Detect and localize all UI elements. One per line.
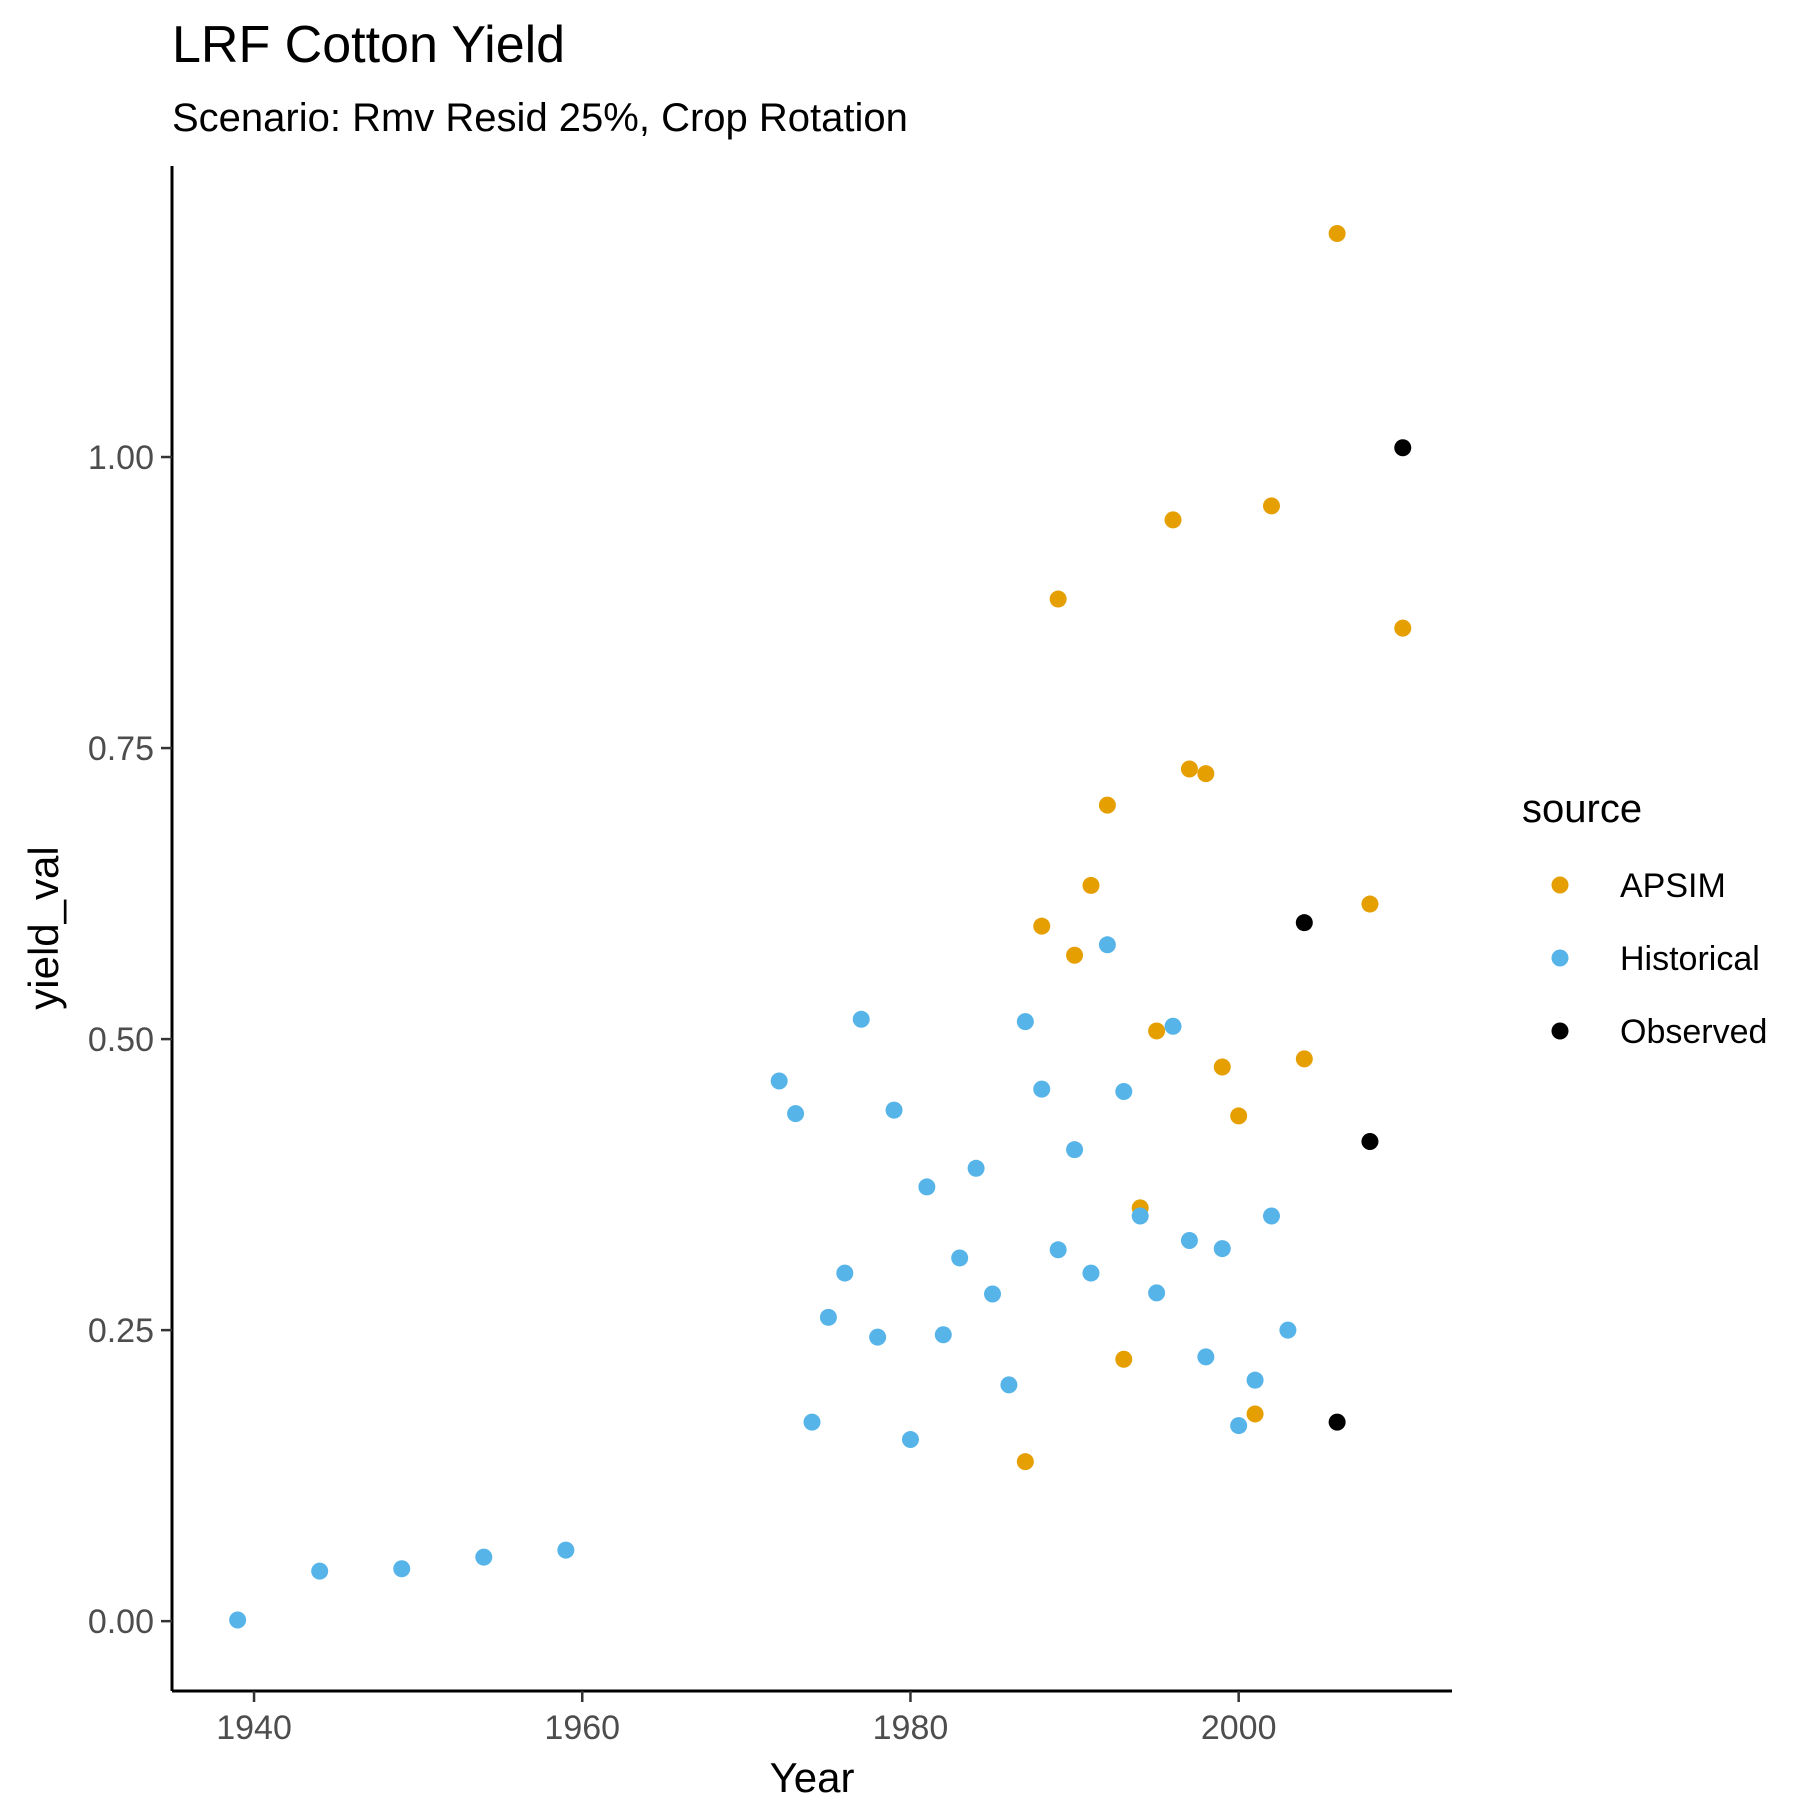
legend-items: APSIM Historical Observed	[1551, 867, 1767, 1051]
legend-label-apsim: APSIM	[1620, 867, 1726, 905]
y-tick-label: 0.00	[88, 1603, 154, 1641]
data-point-apsim	[1361, 895, 1379, 913]
data-point-historical	[770, 1072, 788, 1090]
data-point-apsim	[1033, 917, 1051, 935]
data-point-apsim	[1066, 946, 1084, 964]
data-point-apsim	[1148, 1022, 1166, 1040]
y-tick-label: 1.00	[88, 439, 154, 477]
data-point-apsim	[1016, 1453, 1034, 1471]
data-point-historical	[1049, 1241, 1067, 1259]
data-point-historical	[951, 1249, 969, 1267]
y-tick-label: 0.25	[88, 1312, 154, 1350]
data-point-historical	[885, 1101, 903, 1119]
data-point-historical	[967, 1159, 985, 1177]
data-point-historical	[1098, 936, 1116, 954]
data-point-apsim	[1394, 619, 1412, 637]
data-point-apsim	[1213, 1058, 1231, 1076]
x-axis-title: Year	[770, 1754, 855, 1800]
chart-subtitle: Scenario: Rmv Resid 25%, Crop Rotation	[172, 96, 908, 140]
data-point-historical	[1000, 1376, 1018, 1394]
data-point-historical	[557, 1541, 575, 1559]
data-point-observed	[1394, 439, 1412, 457]
data-point-apsim	[1295, 1050, 1313, 1068]
data-point-apsim	[1180, 760, 1198, 778]
y-tick-label: 0.75	[88, 730, 154, 768]
legend-key-historical	[1551, 949, 1569, 967]
legend-key-observed	[1551, 1022, 1569, 1040]
data-point-historical	[1279, 1321, 1297, 1339]
data-point-historical	[934, 1326, 952, 1344]
data-point-historical	[229, 1611, 247, 1629]
data-point-historical	[311, 1562, 329, 1580]
data-point-historical	[1016, 1013, 1034, 1031]
data-point-historical	[984, 1285, 1002, 1303]
data-point-apsim	[1082, 876, 1100, 894]
legend-item-apsim: APSIM	[1551, 867, 1726, 905]
data-point-observed	[1361, 1133, 1379, 1151]
data-point-historical	[1066, 1141, 1084, 1159]
data-point-apsim	[1098, 796, 1116, 814]
data-point-historical	[787, 1105, 805, 1123]
data-point-historical	[1230, 1417, 1248, 1435]
points-layer	[229, 225, 1412, 1629]
data-point-historical	[1033, 1080, 1051, 1098]
data-point-historical	[819, 1308, 837, 1326]
data-point-apsim	[1230, 1107, 1248, 1125]
data-point-apsim	[1164, 511, 1182, 529]
x-tick-label: 2000	[1201, 1709, 1277, 1747]
x-tick-label: 1980	[873, 1709, 949, 1747]
data-point-historical	[1082, 1264, 1100, 1282]
legend: source APSIM Historical Observed	[1522, 787, 1767, 1051]
data-point-historical	[1180, 1231, 1198, 1249]
data-point-apsim	[1197, 765, 1215, 783]
data-point-historical	[1131, 1207, 1149, 1225]
data-point-apsim	[1049, 590, 1067, 608]
data-point-historical	[836, 1264, 854, 1282]
y-axis-title: yield_val	[20, 846, 67, 1009]
legend-key-apsim	[1551, 876, 1569, 894]
data-point-historical	[918, 1178, 936, 1196]
x-tick-label: 1960	[544, 1709, 620, 1747]
data-point-historical	[1213, 1240, 1231, 1258]
data-point-apsim	[1115, 1350, 1133, 1368]
legend-item-observed: Observed	[1551, 1013, 1767, 1051]
legend-label-historical: Historical	[1620, 940, 1760, 978]
legend-label-observed: Observed	[1620, 1013, 1767, 1051]
chart-title: LRF Cotton Yield	[172, 16, 565, 74]
y-axis-ticks: 0.00 0.25 0.50 0.75 1.00	[88, 439, 172, 1641]
data-point-historical	[869, 1328, 887, 1346]
data-point-observed	[1295, 914, 1313, 932]
data-point-observed	[1328, 1413, 1346, 1431]
data-point-historical	[1197, 1348, 1215, 1366]
data-point-historical	[803, 1413, 821, 1431]
data-point-historical	[1262, 1207, 1280, 1225]
data-point-historical	[393, 1560, 411, 1578]
data-point-historical	[475, 1548, 493, 1566]
data-point-apsim	[1246, 1405, 1264, 1423]
x-tick-label: 1940	[216, 1709, 292, 1747]
y-tick-label: 0.50	[88, 1021, 154, 1059]
data-point-historical	[1164, 1017, 1182, 1035]
data-point-apsim	[1262, 497, 1280, 515]
plot-panel: 0.00 0.25 0.50 0.75 1.00 1940 1960 1980 2000	[88, 166, 1452, 1747]
legend-item-historical: Historical	[1551, 940, 1760, 978]
data-point-historical	[1115, 1082, 1133, 1100]
data-point-historical	[901, 1431, 919, 1449]
data-point-apsim	[1328, 225, 1346, 243]
x-axis-ticks: 1940 1960 1980 2000	[216, 1691, 1276, 1747]
data-point-historical	[852, 1010, 870, 1028]
data-point-historical	[1246, 1371, 1264, 1389]
legend-title: source	[1522, 787, 1642, 831]
data-point-historical	[1148, 1284, 1166, 1302]
